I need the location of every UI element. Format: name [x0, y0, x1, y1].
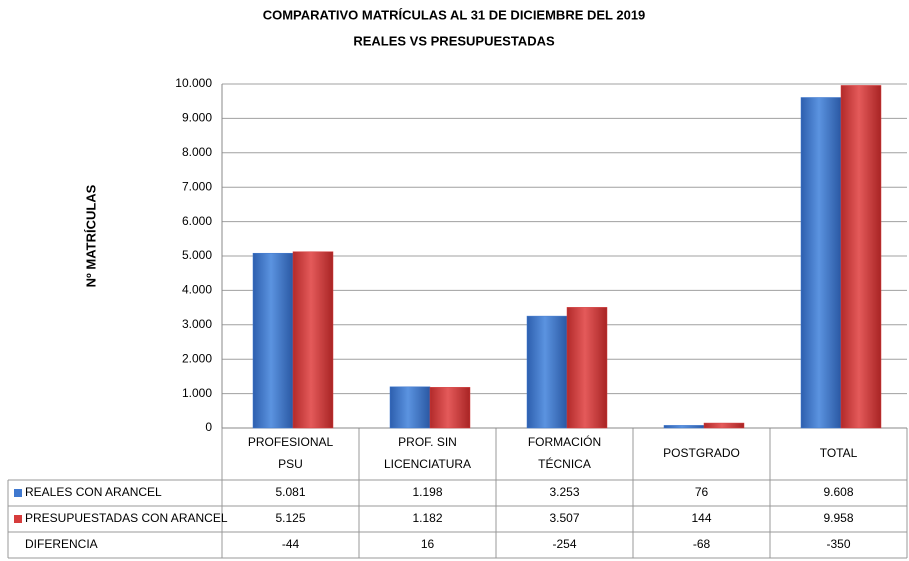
y-tick-label: 10.000: [175, 76, 212, 90]
x-tick-label: LICENCIATURA: [384, 457, 471, 471]
legend-label: REALES CON ARANCEL: [25, 485, 162, 499]
y-tick-label: 4.000: [182, 283, 212, 297]
table-value: 3.253: [549, 485, 579, 499]
x-tick-label: PROF. SIN: [398, 435, 457, 449]
table-value: -254: [552, 537, 576, 551]
x-tick-label: TOTAL: [820, 446, 858, 460]
bar: [389, 386, 431, 429]
y-tick-label: 1.000: [182, 386, 212, 400]
legend-key: [14, 515, 22, 523]
chart-title: COMPARATIVO MATRÍCULAS AL 31 DE DICIEMBR…: [263, 7, 646, 22]
y-tick-label: 9.000: [182, 111, 212, 125]
table-value: -44: [282, 537, 300, 551]
y-tick-label: 0: [205, 420, 212, 434]
bar: [663, 425, 705, 429]
table-value: 76: [695, 485, 709, 499]
table-value: 1.198: [412, 485, 442, 499]
bar: [429, 387, 471, 429]
y-axis-label: Nº MATRÍCULAS: [83, 184, 98, 287]
row-label: DIFERENCIA: [25, 537, 98, 551]
bar: [840, 85, 882, 429]
y-tick-label: 2.000: [182, 351, 212, 365]
x-tick-label: PROFESIONAL: [248, 435, 334, 449]
x-tick-label: PSU: [278, 457, 303, 471]
bar: [566, 307, 608, 429]
y-tick-label: 7.000: [182, 179, 212, 193]
x-tick-label: FORMACIÓN: [528, 434, 601, 449]
chart-subtitle: REALES VS PRESUPUESTADAS: [353, 33, 555, 48]
table-value: -68: [693, 537, 711, 551]
table-value: 16: [421, 537, 435, 551]
bar: [526, 315, 568, 429]
table-value: 1.182: [412, 511, 442, 525]
bar: [252, 252, 294, 429]
x-tick-label: POSTGRADO: [663, 446, 740, 460]
y-tick-label: 6.000: [182, 214, 212, 228]
y-tick-label: 3.000: [182, 317, 212, 331]
table-value: 9.958: [823, 511, 853, 525]
legend-key: [14, 489, 22, 497]
bar: [292, 251, 334, 429]
legend-label: PRESUPUESTADAS CON ARANCEL: [25, 511, 228, 525]
bar: [703, 422, 745, 429]
table-value: -350: [826, 537, 850, 551]
bar: [800, 97, 842, 429]
table-value: 144: [691, 511, 711, 525]
table-value: 9.608: [823, 485, 853, 499]
x-tick-label: TÉCNICA: [538, 456, 591, 471]
y-tick-label: 8.000: [182, 145, 212, 159]
y-tick-label: 5.000: [182, 248, 212, 262]
table-value: 5.125: [275, 511, 305, 525]
table-value: 3.507: [549, 511, 579, 525]
table-value: 5.081: [275, 485, 305, 499]
